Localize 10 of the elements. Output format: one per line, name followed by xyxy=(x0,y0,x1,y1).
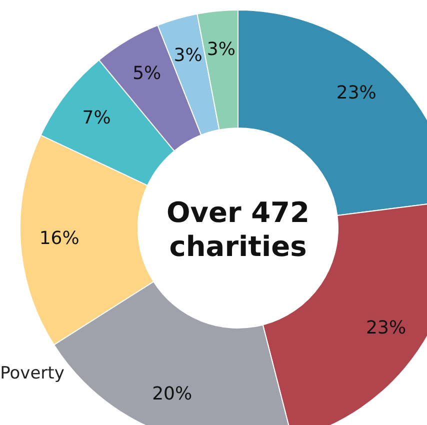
data-label: 23% xyxy=(366,318,406,339)
data-label: 3% xyxy=(206,38,236,60)
data-label: 16% xyxy=(39,228,80,250)
slice-label: Poverty xyxy=(0,363,64,384)
data-label: 23% xyxy=(336,82,376,104)
data-label: 3% xyxy=(174,45,202,66)
data-label: 20% xyxy=(152,383,192,404)
data-label: 7% xyxy=(82,107,111,128)
data-label: 5% xyxy=(132,62,162,84)
text: Over 472 charities xyxy=(166,196,310,263)
